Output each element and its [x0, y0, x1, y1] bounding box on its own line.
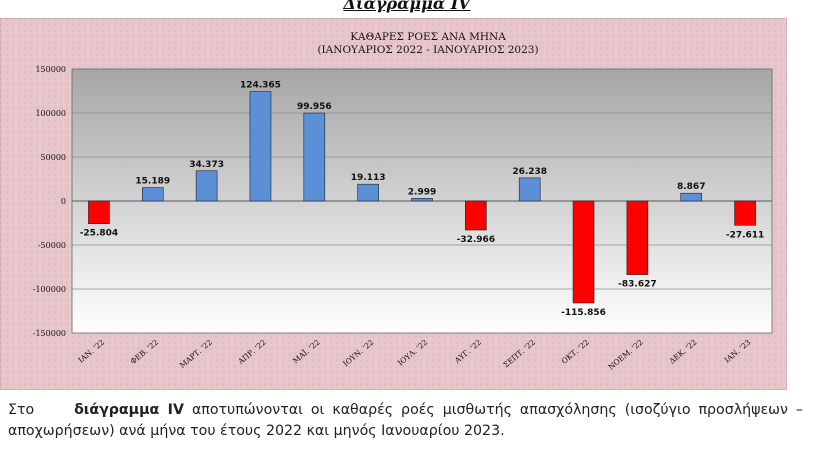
bar — [303, 112, 326, 202]
bar — [88, 200, 110, 225]
chart-subtitle: (ΙΑΝΟΥΑΡΙΟΣ 2022 - ΙΑΝΟΥΑΡΙΟΣ 2023) — [317, 44, 538, 56]
net-flows-bar-chart: ΚΑΘΑΡΕΣ ΡΟΕΣ ΑΝΑ ΜΗΝΑ (ΙΑΝΟΥΑΡΙΟΣ 2022 -… — [0, 18, 787, 390]
caption-diagram-ref: διάγραμμα IV — [74, 402, 184, 418]
bar — [411, 198, 433, 202]
data-label: -32.966 — [457, 235, 495, 245]
data-label: -83.627 — [618, 280, 656, 290]
y-tick-label: 50000 — [41, 153, 66, 162]
bar — [572, 200, 595, 304]
y-tick-label: -100000 — [33, 285, 66, 294]
data-label: 15.189 — [135, 177, 170, 187]
data-label: 26.238 — [512, 167, 547, 177]
bar — [357, 183, 379, 202]
bar — [249, 91, 272, 202]
data-label: -25.804 — [80, 229, 118, 239]
caption-rest: αποτυπώνονται οι καθαρές ροές μισθωτής α… — [8, 402, 804, 439]
data-label: 99.956 — [297, 102, 332, 112]
y-tick-label: 150000 — [35, 65, 66, 74]
bar — [141, 187, 164, 202]
bar — [465, 200, 487, 231]
data-label: 34.373 — [189, 160, 224, 170]
chart-title: ΚΑΘΑΡΕΣ ΡΟΕΣ ΑΝΑ ΜΗΝΑ — [350, 31, 506, 43]
caption-paragraph: Στο διάγραμμα IV αποτυπώνονται οι καθαρέ… — [8, 400, 803, 442]
y-tick-label: -150000 — [33, 329, 66, 338]
bar — [734, 200, 756, 226]
data-label: 2.999 — [408, 187, 436, 197]
bar — [626, 200, 649, 275]
bar — [195, 170, 218, 202]
data-label: 19.113 — [351, 173, 386, 183]
document-heading: Διάγραμμα IV — [343, 0, 471, 13]
data-label: -27.611 — [726, 230, 764, 240]
bar — [680, 192, 703, 202]
y-tick-label: 100000 — [35, 109, 66, 118]
y-tick-label: 0 — [61, 197, 66, 206]
data-label: 124.365 — [240, 81, 281, 91]
caption-intro: Στο — [8, 402, 35, 418]
data-label: -115.856 — [561, 308, 606, 318]
data-label: 8.867 — [677, 182, 705, 192]
y-tick-label: -50000 — [38, 241, 66, 250]
chart-frame: ΚΑΘΑΡΕΣ ΡΟΕΣ ΑΝΑ ΜΗΝΑ (ΙΑΝΟΥΑΡΙΟΣ 2022 -… — [0, 18, 787, 390]
bar — [518, 177, 541, 202]
